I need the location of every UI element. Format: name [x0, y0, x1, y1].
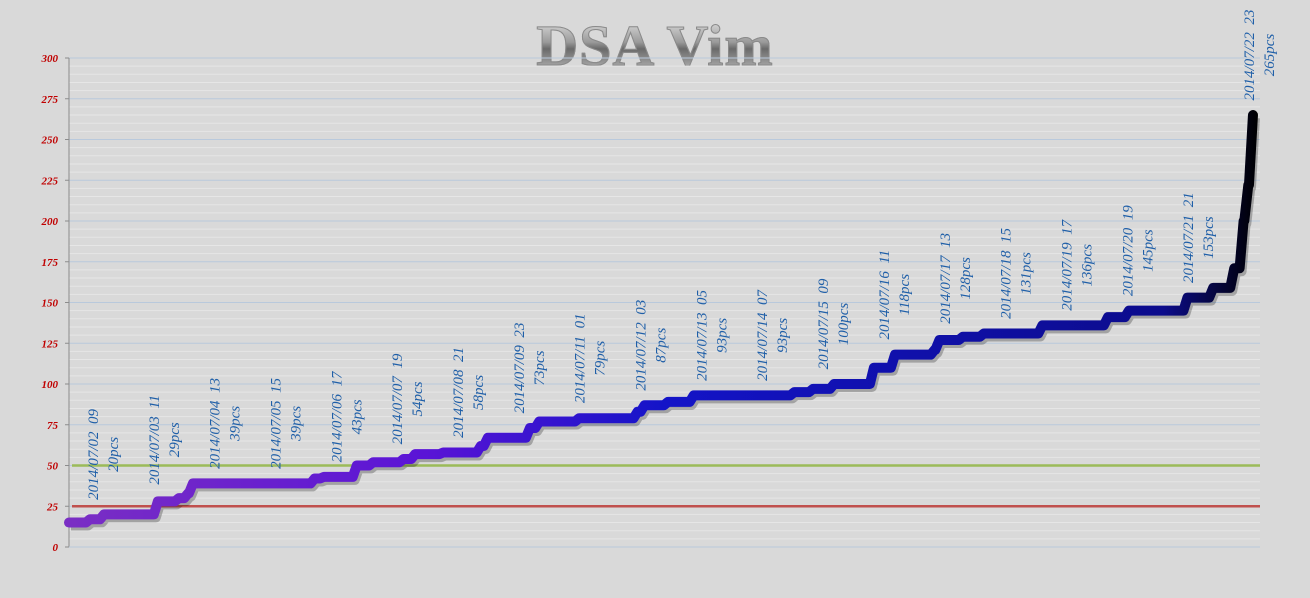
annotation-date: 2014/07/04 13 — [208, 378, 224, 469]
annotation: 2014/07/13 05 93pcs — [694, 289, 730, 380]
annotation: 2014/07/11 01 79pcs — [573, 313, 609, 403]
annotation: 2014/07/16 11 118pcs — [877, 250, 913, 340]
annotation-count: 145pcs — [1140, 229, 1156, 272]
annotation: 2014/07/14 07 93pcs — [755, 288, 791, 380]
annotation: 2014/07/15 09 100pcs — [816, 278, 852, 369]
annotation: 2014/07/18 15 131pcs — [999, 228, 1035, 319]
y-tick-label: 150 — [42, 298, 59, 310]
annotation: 2014/07/12 03 87pcs — [634, 300, 670, 391]
annotation-date: 2014/07/03 11 — [147, 395, 163, 485]
annotation-count: 29pcs — [167, 422, 183, 457]
annotation: 2014/07/09 23 73pcs — [512, 323, 548, 414]
annotation-date: 2014/07/09 23 — [512, 323, 528, 414]
annotation: 2014/07/03 11 29pcs — [147, 395, 183, 485]
y-tick-label: 0 — [53, 542, 59, 554]
series-line — [64, 110, 1258, 528]
annotation-date: 2014/07/16 11 — [877, 250, 893, 340]
annotation-count: 54pcs — [410, 381, 426, 416]
annotation: 2014/07/19 17 136pcs — [1059, 218, 1095, 310]
annotation-date: 2014/07/20 19 — [1120, 205, 1136, 296]
annotation-count: 79pcs — [593, 341, 609, 376]
y-tick-label: 125 — [42, 338, 59, 350]
annotation: 2014/07/21 21 153pcs — [1181, 192, 1217, 283]
annotation-date: 2014/07/14 07 — [755, 288, 771, 380]
y-tick-label: 250 — [41, 135, 59, 147]
annotation-count: 131pcs — [1019, 252, 1035, 295]
annotation-count: 100pcs — [836, 303, 852, 346]
annotation: 2014/07/22 23 265pcs — [1242, 10, 1278, 101]
annotation-date: 2014/07/05 15 — [269, 378, 285, 469]
chart-title: DSA Vim — [0, 12, 1310, 79]
annotation-date: 2014/07/21 21 — [1181, 192, 1197, 283]
annotation-count: 136pcs — [1079, 244, 1095, 287]
annotation-count: 153pcs — [1201, 216, 1217, 259]
annotation-date: 2014/07/19 17 — [1059, 218, 1075, 310]
annotation-count: 93pcs — [714, 318, 730, 353]
annotation-count: 73pcs — [532, 350, 548, 385]
annotation-date: 2014/07/17 13 — [938, 233, 954, 324]
y-tick-label: 25 — [46, 501, 59, 513]
annotation-count: 39pcs — [289, 406, 305, 442]
annotation: 2014/07/07 19 54pcs — [390, 353, 426, 444]
y-tick-label: 275 — [41, 94, 59, 106]
annotation-date: 2014/07/08 21 — [451, 347, 467, 438]
annotation-date: 2014/07/22 23 — [1242, 10, 1258, 101]
y-tick-label: 200 — [41, 216, 59, 228]
annotation-count: 39pcs — [228, 406, 244, 442]
y-tick-label: 75 — [47, 420, 59, 432]
annotation: 2014/07/08 21 58pcs — [451, 347, 487, 438]
annotation-date: 2014/07/12 03 — [634, 300, 650, 391]
y-tick-label: 50 — [47, 461, 59, 473]
annotation: 2014/07/06 17 43pcs — [329, 370, 365, 462]
annotation-date: 2014/07/02 09 — [86, 408, 102, 499]
annotation: 2014/07/05 15 39pcs — [269, 378, 305, 469]
annotation-count: 43pcs — [349, 399, 365, 434]
annotation-date: 2014/07/11 01 — [573, 313, 589, 403]
annotation-count: 20pcs — [106, 437, 122, 472]
y-tick-label: 225 — [41, 175, 59, 187]
annotation-date: 2014/07/07 19 — [390, 353, 406, 444]
annotation: 2014/07/04 13 39pcs — [208, 378, 244, 469]
y-tick-label: 100 — [42, 379, 59, 391]
annotation-count: 118pcs — [897, 274, 913, 316]
y-tick-label: 300 — [41, 53, 59, 65]
annotation-count: 87pcs — [654, 328, 670, 363]
annotation-count: 58pcs — [471, 375, 487, 410]
annotation-date: 2014/07/06 17 — [329, 370, 345, 462]
annotation: 2014/07/17 13 128pcs — [938, 233, 974, 324]
annotation-date: 2014/07/13 05 — [694, 289, 710, 380]
annotation-count: 128pcs — [958, 257, 974, 300]
annotation-count: 265pcs — [1262, 34, 1278, 77]
annotation: 2014/07/02 09 20pcs — [86, 408, 122, 499]
annotation-date: 2014/07/15 09 — [816, 278, 832, 369]
annotation: 2014/07/20 19 145pcs — [1120, 205, 1156, 296]
annotation-count: 93pcs — [775, 318, 791, 353]
annotation-date: 2014/07/18 15 — [999, 228, 1015, 319]
y-tick-label: 175 — [42, 257, 59, 269]
